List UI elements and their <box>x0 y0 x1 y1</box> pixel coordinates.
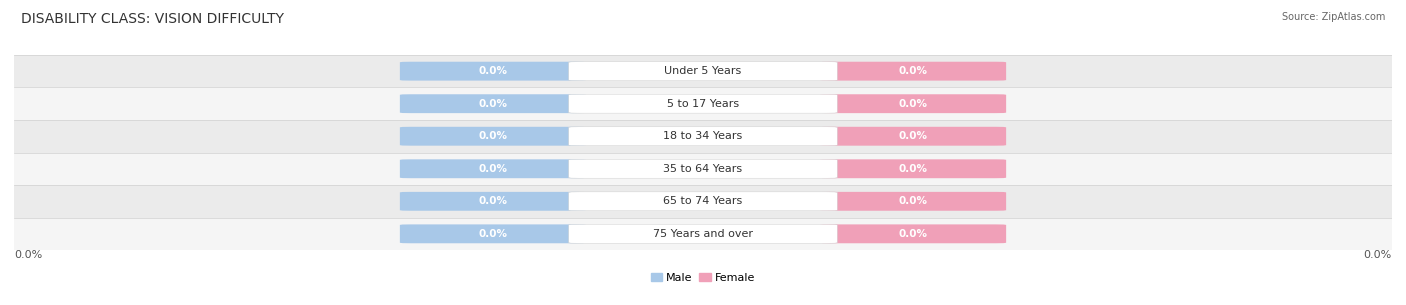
Text: 5 to 17 Years: 5 to 17 Years <box>666 99 740 109</box>
Text: 0.0%: 0.0% <box>478 196 508 206</box>
FancyBboxPatch shape <box>568 62 838 81</box>
Text: 0.0%: 0.0% <box>478 131 508 141</box>
Text: 0.0%: 0.0% <box>1364 250 1392 260</box>
Text: 0.0%: 0.0% <box>898 66 928 76</box>
Text: Under 5 Years: Under 5 Years <box>665 66 741 76</box>
FancyBboxPatch shape <box>399 192 586 211</box>
FancyBboxPatch shape <box>399 159 586 178</box>
FancyBboxPatch shape <box>568 159 838 178</box>
FancyBboxPatch shape <box>568 94 838 113</box>
Text: 0.0%: 0.0% <box>898 229 928 239</box>
Text: Source: ZipAtlas.com: Source: ZipAtlas.com <box>1281 12 1385 22</box>
FancyBboxPatch shape <box>568 127 838 146</box>
FancyBboxPatch shape <box>399 94 586 113</box>
Text: 18 to 34 Years: 18 to 34 Years <box>664 131 742 141</box>
FancyBboxPatch shape <box>820 94 1007 113</box>
Text: 0.0%: 0.0% <box>478 99 508 109</box>
FancyBboxPatch shape <box>399 62 586 81</box>
Text: 75 Years and over: 75 Years and over <box>652 229 754 239</box>
Text: 0.0%: 0.0% <box>898 131 928 141</box>
Text: 35 to 64 Years: 35 to 64 Years <box>664 164 742 174</box>
FancyBboxPatch shape <box>820 192 1007 211</box>
FancyBboxPatch shape <box>820 127 1007 146</box>
Text: 0.0%: 0.0% <box>478 66 508 76</box>
Bar <box>14 185 1392 217</box>
Text: DISABILITY CLASS: VISION DIFFICULTY: DISABILITY CLASS: VISION DIFFICULTY <box>21 12 284 26</box>
Text: 0.0%: 0.0% <box>14 250 42 260</box>
Bar <box>14 88 1392 120</box>
Text: 0.0%: 0.0% <box>898 164 928 174</box>
FancyBboxPatch shape <box>820 62 1007 81</box>
FancyBboxPatch shape <box>820 159 1007 178</box>
Text: 0.0%: 0.0% <box>478 229 508 239</box>
Bar <box>14 55 1392 88</box>
FancyBboxPatch shape <box>820 224 1007 243</box>
FancyBboxPatch shape <box>568 224 838 243</box>
Legend: Male, Female: Male, Female <box>647 268 759 288</box>
Bar <box>14 152 1392 185</box>
Text: 65 to 74 Years: 65 to 74 Years <box>664 196 742 206</box>
Text: 0.0%: 0.0% <box>478 164 508 174</box>
Text: 0.0%: 0.0% <box>898 196 928 206</box>
Text: 0.0%: 0.0% <box>898 99 928 109</box>
FancyBboxPatch shape <box>399 127 586 146</box>
FancyBboxPatch shape <box>399 224 586 243</box>
Bar <box>14 217 1392 250</box>
FancyBboxPatch shape <box>568 192 838 211</box>
Bar <box>14 120 1392 152</box>
